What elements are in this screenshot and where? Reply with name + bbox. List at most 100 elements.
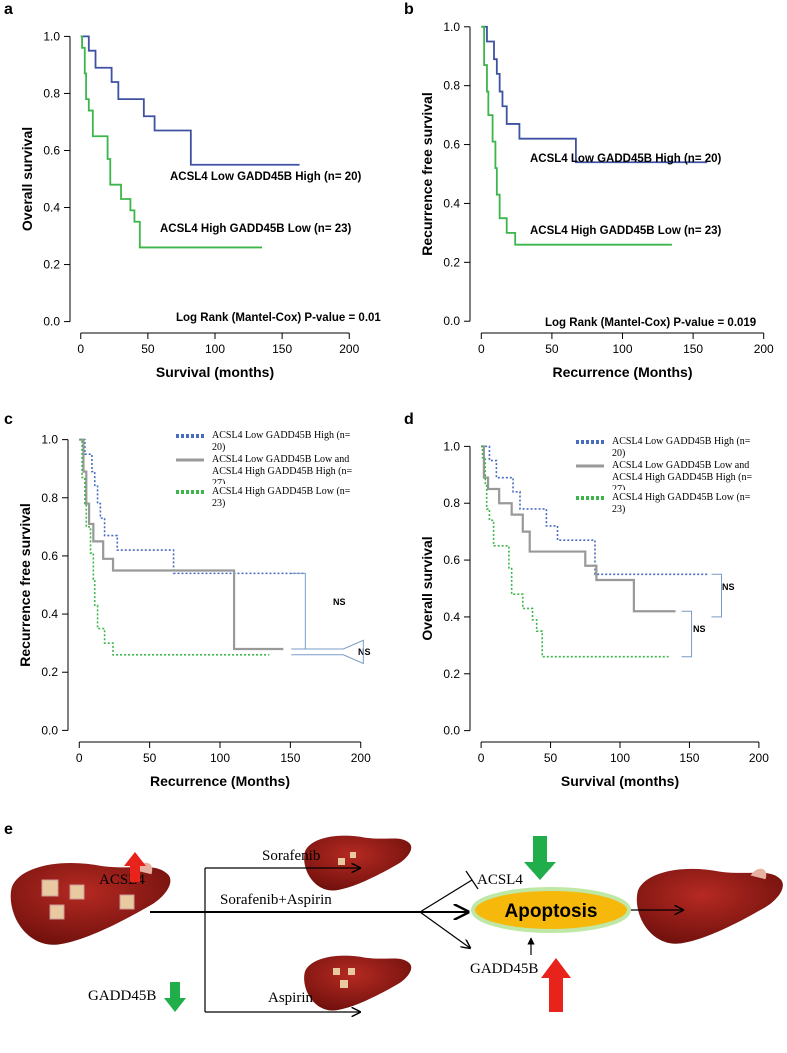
y-tick-label: 0.6 [443, 138, 460, 152]
survival-curve [481, 445, 676, 613]
x-tick-label: 50 [143, 751, 157, 765]
y-tick-label: 0.0 [443, 724, 460, 738]
connectors [150, 868, 683, 1012]
bracket [681, 610, 693, 658]
y-tick-label: 0.8 [41, 491, 58, 505]
bracket [291, 639, 364, 665]
bracket [711, 573, 722, 618]
survival-curve [79, 438, 270, 656]
survival-curve [79, 438, 284, 651]
liver [10, 862, 171, 945]
y-tick-label: 0.2 [443, 667, 460, 681]
x-tick-label: 0 [76, 751, 83, 765]
survival-curve [481, 445, 708, 576]
survival-curve [80, 35, 262, 249]
annotation: NS [358, 647, 371, 657]
x-tick-label: 100 [612, 342, 632, 356]
marker-label: GADD45B [88, 988, 156, 1004]
legend-text: ACSL4 High GADD45B Low (n= 23) [212, 486, 351, 509]
x-tick-label: 150 [272, 342, 292, 356]
panel-label: d [404, 411, 414, 428]
target-label: ACSL4 [477, 872, 523, 888]
series-label: ACSL4 Low GADD45B High (n= 20) [170, 171, 362, 183]
y-tick-label: 0.8 [443, 79, 460, 93]
legend-entry: ACSL4 High GADD45B Low (n= 23) [612, 492, 750, 515]
survival-curve [80, 35, 300, 166]
apoptosis-node [471, 887, 631, 933]
series-label: ACSL4 Low GADD45B High (n= 20) [530, 153, 722, 165]
x-axis-label: Recurrence (Months) [150, 773, 290, 789]
x-tick-label: 50 [545, 342, 559, 356]
annotation: NS [693, 624, 706, 634]
series-label: ACSL4 High GADD45B Low (n= 23) [160, 223, 352, 235]
x-axis-label: Recurrence (Months) [552, 364, 692, 380]
annotation: NS [333, 597, 346, 607]
survival-curve [481, 25, 708, 164]
legend-text: ACSL4 Low GADD45B High (n= 20) [212, 430, 351, 453]
treatment-label: Sorafenib [262, 848, 320, 864]
treatment-label: Aspirin [268, 990, 314, 1006]
liver [636, 868, 783, 944]
panel-label: e [4, 821, 13, 838]
y-tick-label: 0.0 [41, 723, 58, 737]
tumors [41, 879, 135, 920]
tumor [338, 858, 345, 865]
y-tick-label: 0.4 [43, 201, 60, 215]
y-tick-label: 0.4 [41, 607, 58, 621]
x-tick-label: 50 [141, 342, 155, 356]
x-tick-label: 50 [544, 751, 558, 765]
y-tick-label: 0.4 [443, 196, 460, 210]
tumor [348, 968, 355, 975]
panel-label: a [4, 1, 13, 18]
x-tick-label: 0 [77, 342, 84, 356]
y-axis-label: Recurrence free survival [17, 503, 33, 666]
chart-panel: 0 50 100 150 200 0.0 0.2 0.4 0.6 0.8 1.0 Recurrence… [4, 411, 371, 789]
y-tick-label: 0.2 [41, 665, 58, 679]
tumor [333, 968, 340, 975]
x-axis-label: Survival (months) [156, 364, 274, 380]
series-label: ACSL4 High GADD45B Low (n= 23) [530, 225, 722, 237]
y-tick-label: 0.8 [43, 86, 60, 100]
x-tick-label: 200 [339, 342, 359, 356]
legend-entry: ACSL4 Low GADD45B Low and ACSL4 High GAD… [212, 454, 353, 484]
legend-text: ACSL4 Low GADD45B Low and ACSL4 High GAD… [612, 460, 753, 490]
down-arrow [524, 836, 556, 880]
y-axis-label: Overall survival [19, 127, 35, 231]
y-tick-label: 1.0 [443, 439, 460, 453]
y-tick-label: 1.0 [443, 20, 460, 34]
x-tick-label: 0 [478, 342, 485, 356]
tumor [340, 980, 348, 988]
legend-entry: ACSL4 Low GADD45B Low and ACSL4 High GAD… [612, 460, 753, 490]
up-arrow [541, 958, 571, 1012]
x-tick-label: 100 [205, 342, 225, 356]
annotation: Log Rank (Mantel-Cox) P-value = 0.01 [176, 312, 381, 324]
x-tick-label: 150 [683, 342, 703, 356]
survival-curve [481, 25, 672, 246]
y-tick-label: 0.6 [43, 143, 60, 157]
outcome: Apoptosis [505, 901, 598, 922]
down-arrow [164, 982, 186, 1012]
y-axis-label: Recurrence free survival [419, 92, 435, 255]
y-tick-label: 1.0 [43, 29, 60, 43]
x-tick-label: 200 [749, 751, 769, 765]
y-tick-label: 0.0 [43, 315, 60, 329]
x-axis-label: Survival (months) [561, 773, 679, 789]
bracket [291, 572, 306, 650]
x-tick-label: 150 [280, 751, 300, 765]
panel-label: b [404, 1, 414, 18]
chart-panel: 0 50 100 150 200 0.0 0.2 0.4 0.6 0.8 1.0 Survival (… [4, 1, 381, 380]
y-tick-label: 1.0 [41, 433, 58, 447]
y-tick-label: 0.4 [443, 610, 460, 624]
x-tick-label: 100 [210, 751, 230, 765]
y-tick-label: 0.2 [443, 255, 460, 269]
legend-text: ACSL4 Low GADD45B Low and ACSL4 High GAD… [212, 454, 353, 484]
legend-entry: ACSL4 Low GADD45B High (n= 20) [212, 430, 351, 453]
treatment-label: Sorafenib+Aspirin [220, 892, 332, 908]
y-tick-label: 0.2 [43, 258, 60, 272]
y-axis-label: Overall survival [419, 536, 435, 640]
target-label: GADD45B [470, 961, 538, 977]
annotation: NS [722, 582, 735, 592]
chart-panel: 0 50 100 150 200 0.0 0.2 0.4 0.6 0.8 1.0 Survival (… [404, 411, 769, 789]
x-tick-label: 100 [610, 751, 630, 765]
